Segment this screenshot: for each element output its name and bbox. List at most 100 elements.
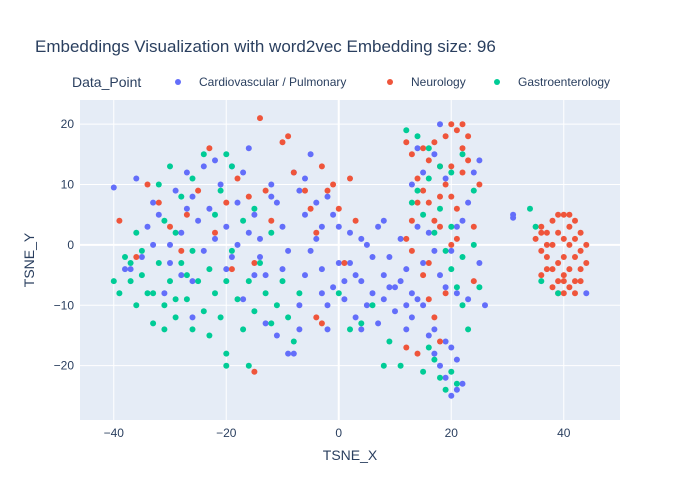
data-point[interactable] bbox=[273, 302, 280, 309]
data-point[interactable] bbox=[543, 254, 550, 260]
data-point[interactable] bbox=[459, 121, 466, 128]
data-point[interactable] bbox=[431, 326, 438, 333]
data-point[interactable] bbox=[228, 163, 235, 170]
data-point[interactable] bbox=[228, 266, 235, 273]
data-point[interactable] bbox=[330, 211, 337, 218]
data-point[interactable] bbox=[369, 254, 376, 260]
data-point[interactable] bbox=[341, 278, 348, 285]
data-point[interactable] bbox=[144, 290, 151, 297]
data-point[interactable] bbox=[453, 290, 460, 297]
data-point[interactable] bbox=[318, 163, 325, 170]
data-point[interactable] bbox=[161, 290, 168, 297]
data-point[interactable] bbox=[470, 223, 477, 230]
data-point[interactable] bbox=[448, 368, 455, 375]
data-point[interactable] bbox=[431, 229, 438, 236]
data-point[interactable] bbox=[560, 235, 567, 242]
data-point[interactable] bbox=[122, 254, 128, 260]
data-point[interactable] bbox=[453, 284, 460, 291]
data-point[interactable] bbox=[386, 338, 393, 345]
data-point[interactable] bbox=[386, 254, 393, 260]
data-point[interactable] bbox=[476, 157, 483, 164]
data-point[interactable] bbox=[560, 278, 567, 285]
data-point[interactable] bbox=[206, 332, 213, 339]
data-point[interactable] bbox=[392, 308, 398, 315]
data-point[interactable] bbox=[285, 350, 292, 357]
data-point[interactable] bbox=[324, 302, 331, 309]
data-point[interactable] bbox=[448, 163, 455, 170]
data-point[interactable] bbox=[476, 260, 483, 266]
legend[interactable]: Cardiovascular / Pulmonary Neurology Gastr… bbox=[175, 75, 610, 89]
data-point[interactable] bbox=[431, 350, 438, 357]
data-point[interactable] bbox=[566, 284, 573, 291]
data-point[interactable] bbox=[560, 254, 567, 260]
data-point[interactable] bbox=[425, 260, 432, 266]
data-point[interactable] bbox=[150, 290, 157, 297]
legend-item[interactable]: Neurology bbox=[387, 75, 466, 89]
data-point[interactable] bbox=[240, 169, 247, 176]
data-point[interactable] bbox=[465, 157, 472, 164]
data-point[interactable] bbox=[392, 284, 398, 291]
data-point[interactable] bbox=[195, 187, 202, 194]
data-point[interactable] bbox=[538, 229, 545, 236]
data-point[interactable] bbox=[465, 133, 472, 140]
data-point[interactable] bbox=[251, 272, 258, 279]
data-point[interactable] bbox=[318, 223, 325, 230]
data-point[interactable] bbox=[420, 302, 427, 309]
data-point[interactable] bbox=[369, 302, 376, 309]
data-point[interactable] bbox=[228, 247, 235, 254]
data-point[interactable] bbox=[476, 181, 483, 188]
data-point[interactable] bbox=[324, 326, 331, 333]
data-point[interactable] bbox=[330, 284, 337, 291]
data-point[interactable] bbox=[150, 320, 157, 327]
data-point[interactable] bbox=[425, 296, 432, 303]
data-point[interactable] bbox=[133, 229, 140, 236]
data-point[interactable] bbox=[425, 344, 432, 351]
data-point[interactable] bbox=[335, 290, 342, 297]
data-point[interactable] bbox=[363, 302, 370, 309]
data-point[interactable] bbox=[217, 187, 224, 194]
data-point[interactable] bbox=[437, 205, 443, 212]
data-point[interactable] bbox=[420, 260, 427, 266]
data-point[interactable] bbox=[538, 278, 545, 285]
data-point[interactable] bbox=[408, 199, 415, 206]
data-point[interactable] bbox=[380, 296, 387, 303]
data-point[interactable] bbox=[380, 272, 387, 279]
data-point[interactable] bbox=[375, 223, 382, 230]
data-point[interactable] bbox=[408, 217, 415, 224]
data-point[interactable] bbox=[150, 199, 157, 206]
data-point[interactable] bbox=[183, 272, 190, 279]
data-point[interactable] bbox=[273, 332, 280, 339]
data-point[interactable] bbox=[257, 115, 263, 122]
data-point[interactable] bbox=[178, 193, 185, 200]
data-point[interactable] bbox=[330, 181, 337, 188]
data-point[interactable] bbox=[566, 241, 573, 248]
data-point[interactable] bbox=[442, 290, 449, 297]
data-point[interactable] bbox=[302, 211, 308, 218]
data-point[interactable] bbox=[285, 247, 292, 254]
data-point[interactable] bbox=[572, 290, 578, 297]
data-point[interactable] bbox=[442, 181, 449, 188]
data-point[interactable] bbox=[560, 272, 567, 279]
data-point[interactable] bbox=[437, 121, 443, 128]
data-point[interactable] bbox=[200, 247, 207, 254]
data-point[interactable] bbox=[155, 199, 162, 206]
data-point[interactable] bbox=[431, 247, 438, 254]
data-point[interactable] bbox=[138, 247, 145, 254]
data-point[interactable] bbox=[116, 217, 123, 224]
data-point[interactable] bbox=[572, 217, 578, 224]
data-point[interactable] bbox=[459, 380, 466, 387]
data-point[interactable] bbox=[172, 296, 179, 303]
data-point[interactable] bbox=[212, 235, 218, 242]
data-point[interactable] bbox=[347, 326, 353, 333]
data-point[interactable] bbox=[189, 314, 196, 321]
data-point[interactable] bbox=[375, 320, 382, 327]
data-point[interactable] bbox=[403, 326, 410, 333]
data-point[interactable] bbox=[566, 211, 573, 218]
data-point[interactable] bbox=[335, 223, 342, 230]
data-point[interactable] bbox=[285, 133, 292, 140]
data-point[interactable] bbox=[420, 145, 427, 152]
data-point[interactable] bbox=[257, 254, 263, 260]
data-point[interactable] bbox=[307, 247, 314, 254]
data-point[interactable] bbox=[414, 223, 421, 230]
data-point[interactable] bbox=[470, 169, 477, 176]
